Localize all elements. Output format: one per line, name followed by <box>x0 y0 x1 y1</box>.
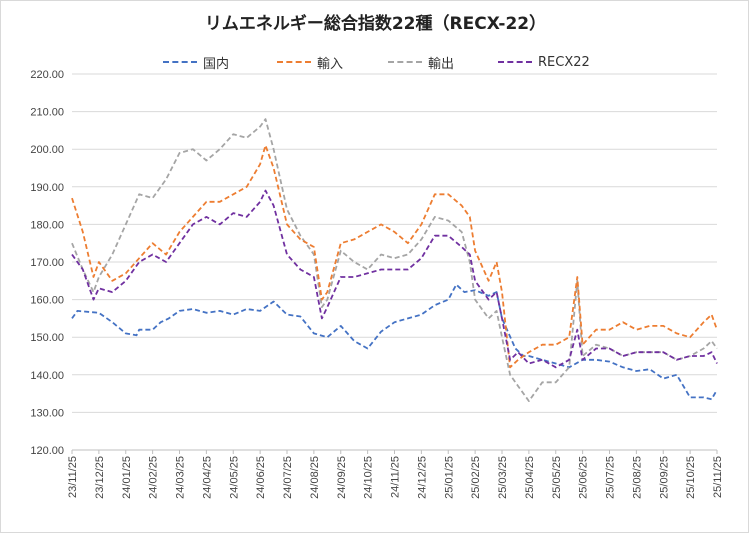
x-tick-label: 25/02/25 <box>470 456 482 499</box>
legend-item-recx22: RECX22 <box>498 52 590 72</box>
legend-item-export: 輸出 <box>388 52 454 72</box>
x-tick-label: 24/09/25 <box>336 456 348 499</box>
legend-swatch-recx22 <box>498 61 532 63</box>
series-line-輸出 <box>71 118 718 403</box>
legend-swatch-export <box>388 61 422 63</box>
y-tick-label: 190.00 <box>30 182 64 194</box>
x-tick-label: 25/11/25 <box>712 456 724 498</box>
series-line-輸入 <box>71 144 718 369</box>
legend-swatch-import <box>277 61 311 63</box>
x-tick-label: 24/02/25 <box>148 456 160 499</box>
x-tick-label: 25/08/25 <box>631 456 643 499</box>
x-tick-label: 24/04/25 <box>201 456 213 499</box>
x-tick-label: 24/10/25 <box>363 456 375 499</box>
x-tick-label: 24/06/25 <box>255 456 267 499</box>
y-tick-label: 160.00 <box>30 295 64 307</box>
x-tick-label: 24/08/25 <box>309 456 321 499</box>
x-tick-label: 25/10/25 <box>685 456 697 499</box>
x-tick-label: 24/03/25 <box>175 456 187 499</box>
y-tick-label: 170.00 <box>30 257 64 269</box>
x-tick-label: 24/05/25 <box>228 456 240 499</box>
y-tick-label: 210.00 <box>30 107 64 119</box>
x-tick-label: 25/09/25 <box>658 456 670 499</box>
x-tick-label: 24/07/25 <box>282 456 294 499</box>
legend: 国内 輸入 輸出 RECX22 <box>1 52 749 72</box>
x-tick-label: 24/12/25 <box>416 456 428 499</box>
y-tick-label: 130.00 <box>30 407 64 419</box>
x-tick-label: 25/06/25 <box>578 456 590 499</box>
x-tick-label: 24/11/25 <box>390 456 402 498</box>
legend-swatch-domestic <box>163 61 197 63</box>
y-tick-label: 200.00 <box>30 144 64 156</box>
legend-label-domestic: 国内 <box>203 56 230 72</box>
y-tick-label: 220.00 <box>30 69 64 81</box>
legend-label-export: 輸出 <box>428 56 455 72</box>
y-tick-label: 120.00 <box>30 445 64 457</box>
chart-title: リムエネルギー総合指数22種（RECX-22） <box>204 14 547 34</box>
x-tick-label: 25/04/25 <box>524 456 536 499</box>
series-line-RECX22 <box>71 189 718 369</box>
legend-label-import: 輸入 <box>317 56 344 72</box>
x-tick-label: 25/01/25 <box>443 456 455 499</box>
x-tick-label: 25/03/25 <box>497 456 509 499</box>
legend-item-domestic: 国内 <box>163 52 229 72</box>
series-line-国内 <box>71 283 718 401</box>
x-tick-label: 23/12/25 <box>94 456 106 499</box>
x-tick-label: 23/11/25 <box>67 456 79 498</box>
x-tick-label: 24/01/25 <box>121 456 133 499</box>
x-tick-label: 25/05/25 <box>551 456 563 499</box>
legend-label-recx22: RECX22 <box>538 54 590 70</box>
x-tick-label: 25/07/25 <box>605 456 617 499</box>
y-tick-label: 140.00 <box>30 370 64 382</box>
legend-item-import: 輸入 <box>277 52 343 72</box>
y-tick-label: 150.00 <box>30 332 64 344</box>
y-tick-label: 180.00 <box>30 219 64 231</box>
